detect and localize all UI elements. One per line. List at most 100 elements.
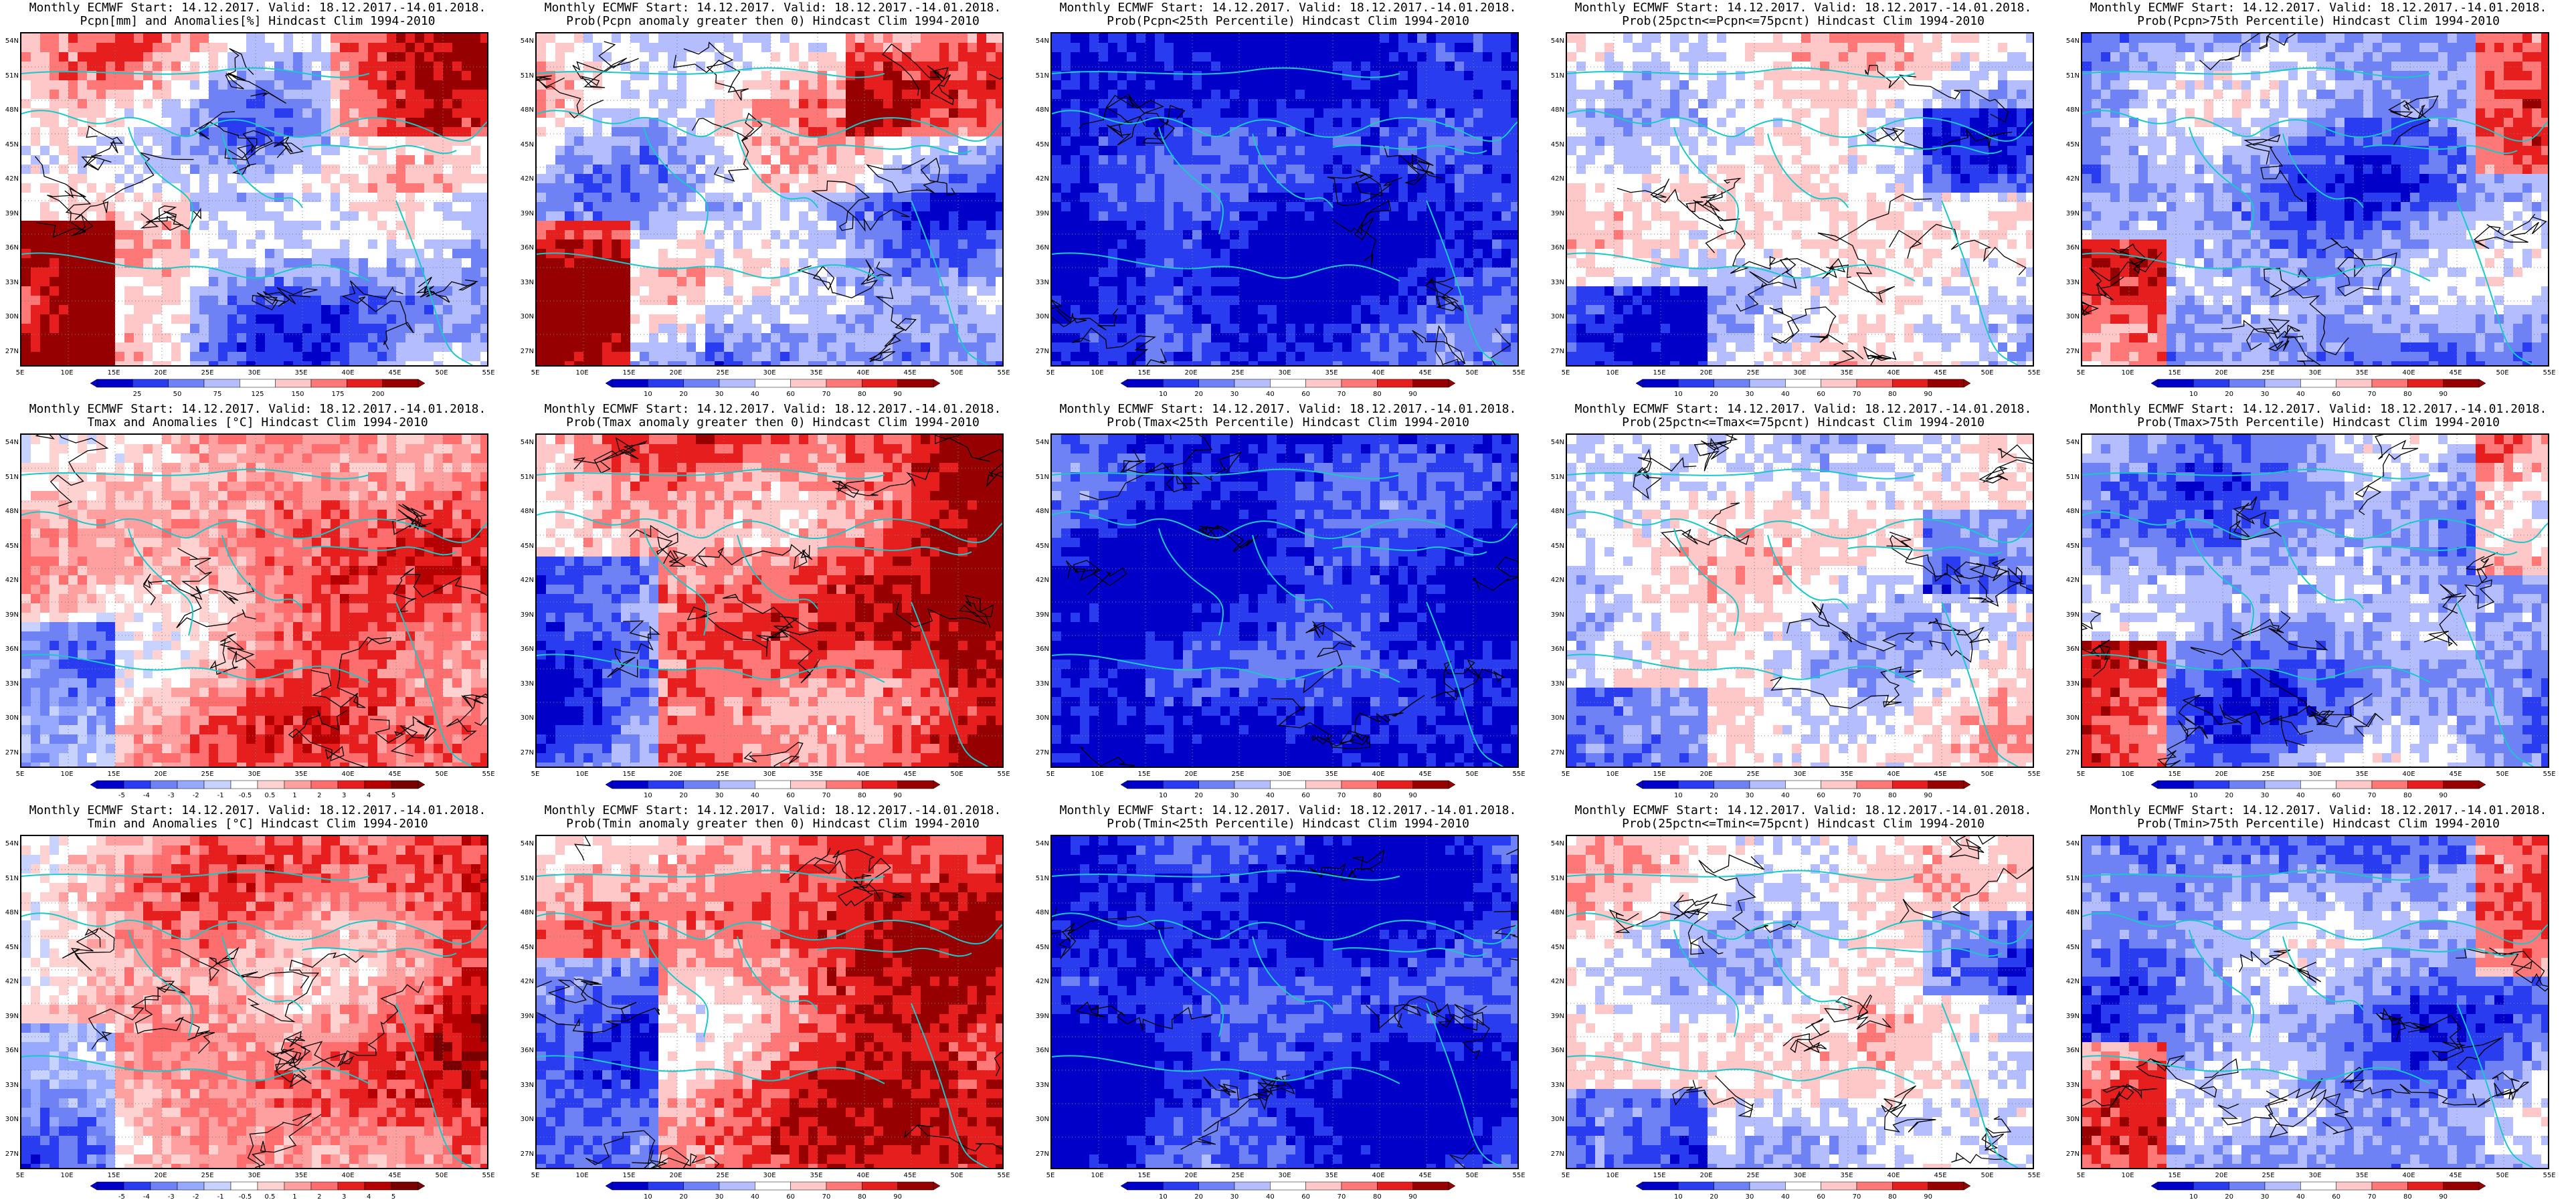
lat-label: 51N bbox=[517, 72, 534, 80]
lat-label: 45N bbox=[1032, 944, 1049, 951]
lat-label: 36N bbox=[1547, 1047, 1564, 1054]
colorbar-label: 4 bbox=[359, 1193, 379, 1201]
lon-label: 35E bbox=[803, 369, 830, 377]
colorbar-label: 40 bbox=[1775, 391, 1795, 398]
lat-label: 36N bbox=[2062, 1047, 2080, 1054]
map-plot bbox=[1050, 433, 1519, 768]
lon-label: 20E bbox=[147, 771, 174, 778]
colorbar-label: 30 bbox=[709, 792, 729, 799]
lat-label: 45N bbox=[1547, 141, 1564, 148]
lon-label: 35E bbox=[1318, 369, 1345, 377]
colorbar-label: 60 bbox=[1811, 792, 1831, 799]
lon-label: 30E bbox=[2302, 1172, 2328, 1179]
map-plot bbox=[1050, 32, 1519, 367]
lat-label: 33N bbox=[1032, 1082, 1049, 1089]
lon-label: 30E bbox=[241, 771, 268, 778]
lat-label: 54N bbox=[2062, 37, 2080, 45]
lon-label: 10E bbox=[1599, 1172, 1626, 1179]
lat-label: 27N bbox=[1032, 1150, 1049, 1158]
colorbar-label: 70 bbox=[816, 792, 836, 799]
colorbar-label: 60 bbox=[781, 391, 801, 398]
map-panel: Monthly ECMWF Start: 14.12.2017. Valid: … bbox=[515, 401, 1030, 803]
map-plot bbox=[1566, 32, 2034, 367]
map-plot bbox=[20, 32, 488, 367]
colorbar-label: -5 bbox=[112, 1193, 132, 1201]
lon-label: 10E bbox=[569, 771, 595, 778]
colorbar-label: 70 bbox=[2362, 1193, 2382, 1201]
lat-label: 42N bbox=[517, 978, 534, 985]
lon-label: 15E bbox=[1646, 369, 1673, 377]
lon-label: 25E bbox=[1740, 369, 1766, 377]
lat-label: 27N bbox=[517, 1150, 534, 1158]
map-plot bbox=[535, 433, 1004, 768]
lat-label: 39N bbox=[517, 1013, 534, 1020]
colorbar-label: 10 bbox=[1153, 792, 1173, 799]
lon-label: 50E bbox=[2489, 771, 2516, 778]
colorbar-label: 80 bbox=[852, 391, 872, 398]
lat-label: 51N bbox=[1, 875, 19, 882]
lon-label: 20E bbox=[662, 771, 689, 778]
map-panel: Monthly ECMWF Start: 14.12.2017. Valid: … bbox=[2061, 803, 2576, 1204]
panel-title: Monthly ECMWF Start: 14.12.2017. Valid: … bbox=[2061, 1, 2576, 15]
colorbar-label: -1 bbox=[211, 1193, 231, 1201]
colorbar bbox=[2151, 379, 2486, 388]
colorbar bbox=[606, 1181, 940, 1191]
lon-label: 25E bbox=[2255, 1172, 2282, 1179]
lon-label: 20E bbox=[662, 1172, 689, 1179]
lat-label: 51N bbox=[2062, 875, 2080, 882]
lon-label: 10E bbox=[54, 1172, 80, 1179]
lon-label: 10E bbox=[2114, 771, 2141, 778]
lat-label: 39N bbox=[1547, 1013, 1564, 1020]
colorbar-label: 30 bbox=[1224, 792, 1245, 799]
lon-label: 40E bbox=[2395, 1172, 2422, 1179]
lat-label: 33N bbox=[1, 680, 19, 688]
lat-label: 51N bbox=[1032, 875, 1049, 882]
lon-label: 30E bbox=[1786, 369, 1813, 377]
lat-label: 48N bbox=[1547, 508, 1564, 515]
lat-label: 51N bbox=[1547, 72, 1564, 80]
lat-label: 42N bbox=[2062, 175, 2080, 183]
lat-label: 27N bbox=[1, 749, 19, 757]
lat-label: 42N bbox=[1, 978, 19, 985]
panel-title: Monthly ECMWF Start: 14.12.2017. Valid: … bbox=[0, 804, 515, 817]
colorbar-label: 30 bbox=[709, 1193, 729, 1201]
colorbar bbox=[90, 780, 425, 789]
colorbar-label: 20 bbox=[1189, 391, 1209, 398]
colorbar bbox=[2151, 780, 2486, 789]
lon-label: 45E bbox=[1927, 369, 1954, 377]
lat-label: 54N bbox=[1032, 439, 1049, 446]
colorbar-label: 80 bbox=[1367, 792, 1387, 799]
lat-label: 33N bbox=[1547, 680, 1564, 688]
lat-label: 42N bbox=[1032, 978, 1049, 985]
colorbar-label: 40 bbox=[1260, 1193, 1280, 1201]
colorbar-label: 70 bbox=[1331, 792, 1352, 799]
colorbar-label: 90 bbox=[1918, 792, 1938, 799]
lon-label: 35E bbox=[288, 1172, 314, 1179]
lat-label: 45N bbox=[517, 141, 534, 148]
lon-label: 40E bbox=[1880, 1172, 1907, 1179]
colorbar-label: 60 bbox=[2326, 792, 2347, 799]
lat-label: 45N bbox=[1547, 542, 1564, 550]
lat-label: 30N bbox=[1547, 1116, 1564, 1123]
lon-label: 35E bbox=[288, 771, 314, 778]
lat-label: 48N bbox=[1, 106, 19, 114]
lat-label: 51N bbox=[1, 72, 19, 80]
colorbar bbox=[2151, 1181, 2486, 1191]
colorbar-label: 60 bbox=[1811, 391, 1831, 398]
lon-label: 50E bbox=[1459, 771, 1485, 778]
map-plot bbox=[1566, 835, 2034, 1169]
map-panel: Monthly ECMWF Start: 14.12.2017. Valid: … bbox=[1546, 401, 2061, 803]
lat-label: 27N bbox=[1547, 749, 1564, 757]
map-panel: Monthly ECMWF Start: 14.12.2017. Valid: … bbox=[1030, 401, 1546, 803]
lon-label: 15E bbox=[1131, 771, 1158, 778]
colorbar bbox=[90, 379, 425, 388]
lon-label: 45E bbox=[1412, 1172, 1439, 1179]
colorbar-label: 10 bbox=[1153, 391, 1173, 398]
lon-label: 35E bbox=[288, 369, 314, 377]
panel-title: Monthly ECMWF Start: 14.12.2017. Valid: … bbox=[515, 804, 1030, 817]
lat-label: 27N bbox=[1547, 1150, 1564, 1158]
panel-subtitle: Prob(Tmax<25th Percentile) Hindcast Clim… bbox=[1030, 416, 1546, 429]
lat-label: 36N bbox=[1547, 645, 1564, 653]
lat-label: 48N bbox=[1547, 106, 1564, 114]
colorbar-label: -0.5 bbox=[236, 792, 256, 799]
